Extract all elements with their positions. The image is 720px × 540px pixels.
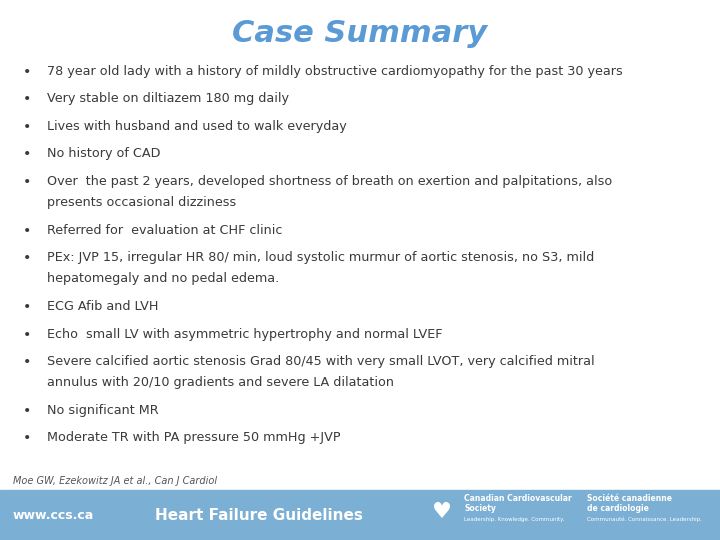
Text: Heart Failure Guidelines: Heart Failure Guidelines — [156, 508, 363, 523]
Text: www.ccs.ca: www.ccs.ca — [13, 509, 94, 522]
Text: Moderate TR with PA pressure 50 mmHg +JVP: Moderate TR with PA pressure 50 mmHg +JV… — [47, 431, 341, 444]
Text: ECG Afib and LVH: ECG Afib and LVH — [47, 300, 158, 313]
Text: Communauté. Connaissance. Leadership.: Communauté. Connaissance. Leadership. — [587, 517, 702, 522]
Text: •: • — [23, 65, 32, 79]
Text: •: • — [23, 328, 32, 342]
Text: •: • — [23, 300, 32, 314]
Text: •: • — [23, 120, 32, 134]
Text: No significant MR: No significant MR — [47, 404, 158, 417]
Text: PEx: JVP 15, irregular HR 80/ min, loud systolic murmur of aortic stenosis, no S: PEx: JVP 15, irregular HR 80/ min, loud … — [47, 251, 594, 264]
Text: •: • — [23, 147, 32, 161]
Text: Société canadienne: Société canadienne — [587, 495, 672, 503]
Text: Canadian Cardiovascular: Canadian Cardiovascular — [464, 495, 572, 503]
Text: Referred for  evaluation at CHF clinic: Referred for evaluation at CHF clinic — [47, 224, 282, 237]
Text: 78 year old lady with a history of mildly obstructive cardiomyopathy for the pas: 78 year old lady with a history of mildl… — [47, 65, 623, 78]
Bar — [0, 490, 720, 540]
Text: No history of CAD: No history of CAD — [47, 147, 161, 160]
Text: •: • — [23, 431, 32, 446]
Text: •: • — [23, 92, 32, 106]
Text: de cardiologie: de cardiologie — [587, 504, 649, 513]
Text: Case Summary: Case Summary — [233, 19, 487, 48]
Text: Lives with husband and used to walk everyday: Lives with husband and used to walk ever… — [47, 120, 346, 133]
Text: Moe GW, Ezekowitz JA et al., Can J Cardiol: Moe GW, Ezekowitz JA et al., Can J Cardi… — [13, 476, 217, 486]
Text: •: • — [23, 355, 32, 369]
Text: Over  the past 2 years, developed shortness of breath on exertion and palpitatio: Over the past 2 years, developed shortne… — [47, 175, 612, 188]
Text: presents occasional dizziness: presents occasional dizziness — [47, 196, 236, 209]
Text: •: • — [23, 175, 32, 189]
Text: •: • — [23, 404, 32, 418]
Text: ♥: ♥ — [432, 502, 452, 523]
Text: annulus with 20/10 gradients and severe LA dilatation: annulus with 20/10 gradients and severe … — [47, 376, 394, 389]
Text: Leadership. Knowledge. Community.: Leadership. Knowledge. Community. — [464, 517, 564, 522]
Text: hepatomegaly and no pedal edema.: hepatomegaly and no pedal edema. — [47, 273, 279, 286]
Text: •: • — [23, 251, 32, 265]
Text: Severe calcified aortic stenosis Grad 80/45 with very small LVOT, very calcified: Severe calcified aortic stenosis Grad 80… — [47, 355, 595, 368]
Text: •: • — [23, 224, 32, 238]
Text: Society: Society — [464, 504, 496, 513]
Text: Echo  small LV with asymmetric hypertrophy and normal LVEF: Echo small LV with asymmetric hypertroph… — [47, 328, 442, 341]
Text: Very stable on diltiazem 180 mg daily: Very stable on diltiazem 180 mg daily — [47, 92, 289, 105]
